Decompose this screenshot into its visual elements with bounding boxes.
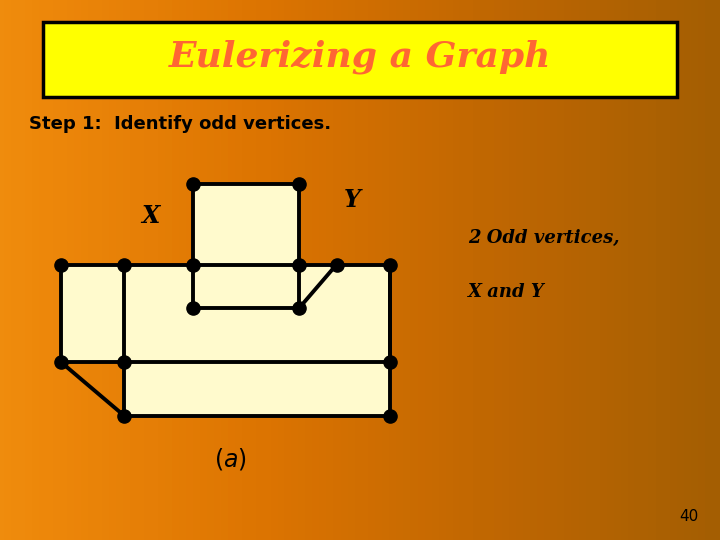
Point — [55, 357, 66, 366]
Text: Eulerizing a Graph: Eulerizing a Graph — [168, 39, 552, 74]
Text: $(a)$: $(a)$ — [214, 446, 247, 472]
Point — [294, 179, 305, 188]
Text: Step 1:  Identify odd vertices.: Step 1: Identify odd vertices. — [29, 115, 331, 133]
Polygon shape — [193, 265, 300, 308]
Point — [330, 260, 342, 269]
Text: Y: Y — [344, 188, 361, 212]
Point — [384, 411, 395, 420]
Point — [119, 411, 130, 420]
Polygon shape — [300, 265, 390, 362]
Polygon shape — [193, 184, 300, 265]
Point — [384, 260, 395, 269]
Text: X and Y: X and Y — [468, 282, 545, 301]
Point — [384, 357, 395, 366]
Point — [55, 260, 66, 269]
Point — [294, 260, 305, 269]
Point — [119, 260, 130, 269]
Text: 2 Odd vertices,: 2 Odd vertices, — [468, 228, 619, 247]
Point — [187, 303, 199, 312]
Point — [294, 303, 305, 312]
Polygon shape — [125, 265, 390, 416]
Point — [119, 357, 130, 366]
Text: 40: 40 — [679, 509, 698, 524]
Point — [187, 179, 199, 188]
Text: X: X — [142, 204, 160, 228]
Polygon shape — [60, 265, 125, 362]
Point — [187, 260, 199, 269]
